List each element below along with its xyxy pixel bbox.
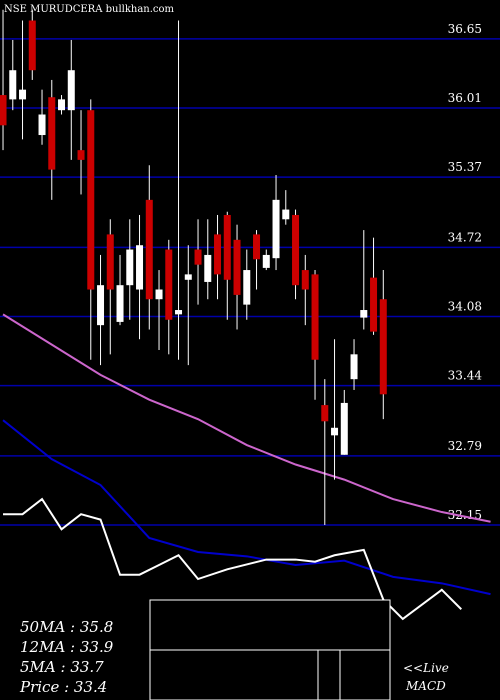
candle-body [38, 114, 46, 136]
candle-body [223, 214, 231, 280]
candle-body [48, 97, 56, 170]
candle-body [282, 209, 290, 220]
macd-label: <<Live [403, 661, 449, 675]
y-tick-label: 36.01 [448, 91, 482, 105]
candle-body [106, 234, 114, 290]
candle-body [28, 20, 36, 71]
candle-body [175, 310, 183, 315]
candle-body [145, 199, 153, 300]
legend-text: 12MA : 33.9 [20, 638, 114, 656]
candle-body [58, 99, 66, 111]
legend-text: 5MA : 33.7 [20, 658, 104, 676]
candle-body [243, 270, 251, 305]
candle-body [253, 234, 261, 260]
macd-bar [317, 649, 341, 700]
legend-text: 50MA : 35.8 [20, 618, 113, 636]
candle-body [204, 254, 212, 282]
y-tick-label: 33.44 [448, 369, 483, 383]
indicator-line [2, 313, 491, 523]
indicator-line [3, 497, 462, 621]
candle-body [116, 285, 124, 322]
candle-body [272, 199, 280, 259]
candle-body [262, 254, 270, 268]
candle-body [292, 214, 300, 286]
candle-body [155, 289, 163, 300]
candle-body [184, 274, 192, 280]
candle-body [370, 277, 378, 332]
candle-body [165, 249, 173, 320]
candle-body [77, 150, 85, 160]
y-tick-label: 35.37 [448, 160, 482, 174]
candle-body [19, 89, 27, 100]
legend-text: Price : 33.4 [19, 678, 107, 696]
candle-body [301, 270, 309, 290]
candle-body [360, 310, 368, 318]
candle-body [321, 405, 329, 422]
candle-body [9, 70, 17, 100]
candle-body [214, 234, 222, 275]
candle-body [126, 249, 134, 286]
candle-body [136, 245, 144, 290]
candle-body [350, 354, 358, 380]
macd-label: MACD [405, 679, 446, 693]
candle-body [194, 249, 202, 265]
candle-body [97, 285, 105, 326]
y-tick-label: 36.65 [448, 22, 482, 36]
candle-body [233, 239, 241, 295]
candle-body [379, 299, 387, 395]
candle-body [340, 402, 348, 455]
candle-body [67, 70, 75, 111]
candle-body [331, 427, 339, 436]
candle-body [87, 110, 95, 290]
y-tick-label: 34.08 [448, 300, 482, 314]
candle-body [311, 274, 319, 360]
indicator-line [2, 419, 491, 596]
y-tick-label: 34.72 [448, 230, 482, 244]
candle-body [0, 95, 7, 126]
chart-title: NSE MURUDCERA bullkhan.com [4, 4, 175, 15]
y-tick-label: 32.79 [448, 439, 482, 453]
